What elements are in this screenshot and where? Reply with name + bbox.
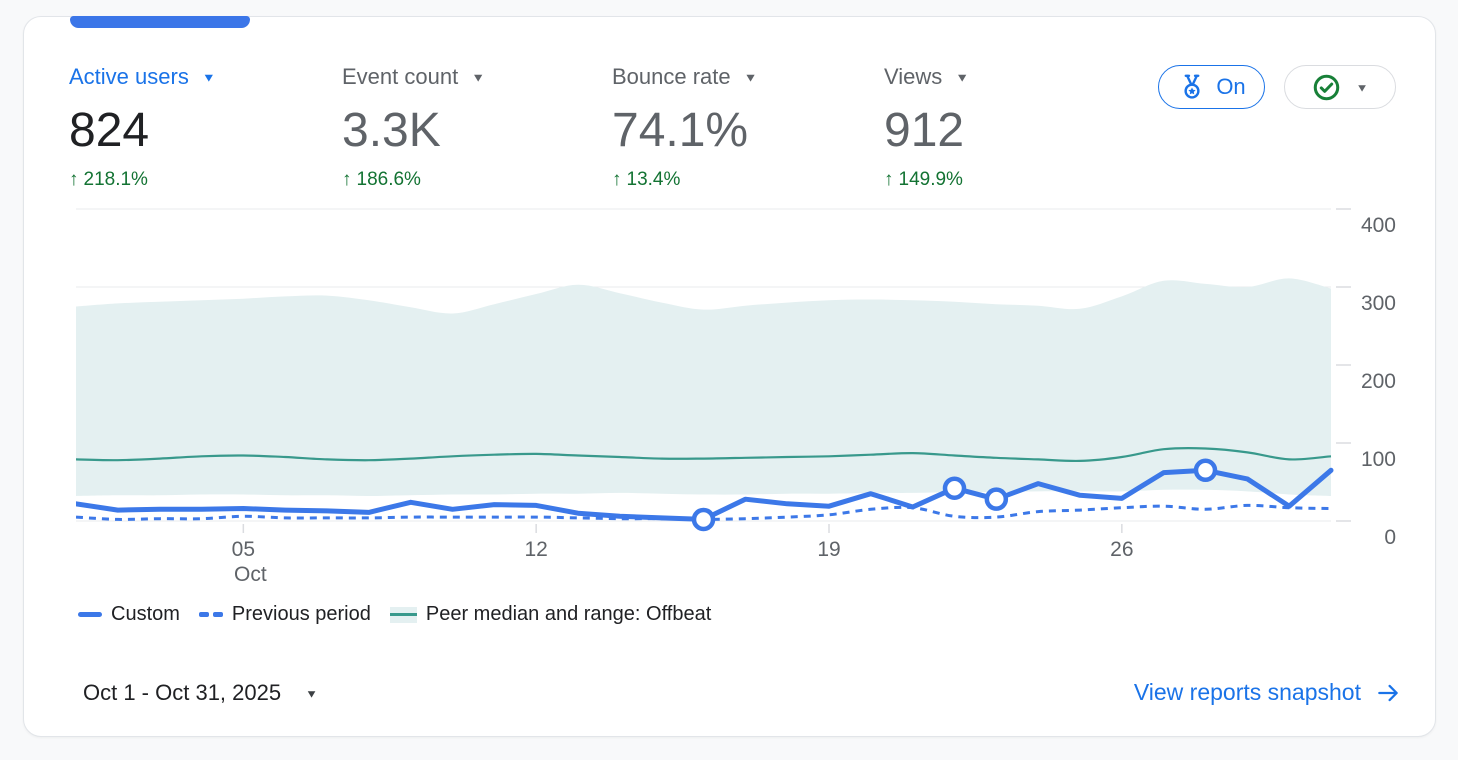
- chevron-down-icon: ▼: [471, 70, 486, 84]
- svg-text:26: 26: [1110, 538, 1133, 561]
- metric-delta-value: 13.4%: [626, 169, 681, 190]
- metric-active-users: Active users ▼ 824 ↑ 218.1%: [69, 64, 216, 191]
- metric-selector-event-count[interactable]: Event count ▼: [342, 64, 485, 90]
- metric-delta: ↑ 218.1%: [69, 169, 216, 191]
- metric-delta: ↑ 186.6%: [342, 169, 485, 191]
- legend-item-previous-period: Previous period: [198, 603, 371, 626]
- status-dropdown-button[interactable]: ▼: [1284, 65, 1396, 109]
- chevron-down-icon: ▼: [305, 686, 318, 700]
- metric-selector-views[interactable]: Views ▼: [884, 64, 969, 90]
- active-card-tab-indicator[interactable]: [70, 16, 250, 28]
- solid-line-swatch-icon: [78, 612, 102, 617]
- svg-text:400: 400: [1361, 214, 1396, 237]
- date-range-label: Oct 1 - Oct 31, 2025: [83, 680, 282, 705]
- chevron-down-icon: ▼: [743, 70, 758, 84]
- metric-label: Active users: [69, 64, 189, 89]
- overview-card: Active users ▼ 824 ↑ 218.1% Event count …: [23, 16, 1436, 737]
- up-arrow-icon: ↑: [884, 169, 894, 190]
- svg-text:0: 0: [1384, 526, 1396, 549]
- benchmarking-state-label: On: [1216, 74, 1246, 99]
- metric-views: Views ▼ 912 ↑ 149.9%: [884, 64, 969, 191]
- up-arrow-icon: ↑: [342, 169, 352, 190]
- band-swatch-icon: [389, 606, 417, 623]
- metric-delta-value: 218.1%: [83, 169, 148, 190]
- up-arrow-icon: ↑: [612, 169, 622, 190]
- chart-legend: Custom Previous period Peer median and r…: [78, 603, 711, 626]
- link-label: View reports snapshot: [1133, 679, 1361, 705]
- metric-value: 912: [884, 104, 965, 157]
- svg-text:12: 12: [524, 538, 547, 561]
- svg-text:300: 300: [1361, 292, 1396, 315]
- metric-delta-value: 186.6%: [356, 169, 421, 190]
- svg-text:05: 05: [232, 538, 255, 561]
- up-arrow-icon: ↑: [69, 169, 79, 190]
- chevron-down-icon: ▼: [955, 70, 970, 84]
- svg-text:Oct: Oct: [234, 563, 267, 583]
- metric-value: 74.1%: [612, 104, 749, 157]
- metric-selector-active-users[interactable]: Active users ▼: [69, 64, 216, 90]
- trend-chart[interactable]: 0 100 200 300 400 05 Oct 12 19 26: [76, 205, 1416, 583]
- legend-item-peer-median: Peer median and range: Offbeat: [389, 603, 712, 626]
- dashed-line-swatch-icon: [198, 612, 223, 617]
- svg-text:100: 100: [1361, 448, 1396, 471]
- metric-delta-value: 149.9%: [898, 169, 963, 190]
- legend-label: Custom: [111, 603, 180, 625]
- svg-text:19: 19: [817, 538, 840, 561]
- metric-bounce-rate: Bounce rate ▼ 74.1% ↑ 13.4%: [612, 64, 758, 191]
- metric-value: 3.3K: [342, 104, 441, 157]
- metric-label: Bounce rate: [612, 64, 731, 89]
- metric-value: 824: [69, 104, 150, 157]
- medal-icon: [1177, 72, 1207, 102]
- chevron-down-icon: ▼: [201, 70, 216, 84]
- legend-label: Peer median and range: Offbeat: [425, 603, 712, 625]
- check-circle-icon: [1312, 73, 1341, 102]
- metric-delta: ↑ 149.9%: [884, 169, 969, 191]
- legend-label: Previous period: [231, 603, 371, 625]
- metric-event-count: Event count ▼ 3.3K ↑ 186.6%: [342, 64, 485, 191]
- chevron-down-icon: ▼: [1355, 80, 1369, 94]
- date-range-picker[interactable]: Oct 1 - Oct 31, 2025 ▼: [83, 680, 318, 706]
- legend-item-custom: Custom: [78, 603, 180, 626]
- metric-label: Views: [884, 64, 943, 89]
- svg-text:200: 200: [1361, 370, 1396, 393]
- benchmarking-toggle-button[interactable]: On: [1158, 65, 1265, 109]
- metric-selector-bounce-rate[interactable]: Bounce rate ▼: [612, 64, 758, 90]
- right-arrow-icon: [1375, 680, 1401, 706]
- metric-delta: ↑ 13.4%: [612, 169, 758, 191]
- view-reports-snapshot-link[interactable]: View reports snapshot: [1134, 679, 1401, 706]
- metric-label: Event count: [342, 64, 459, 89]
